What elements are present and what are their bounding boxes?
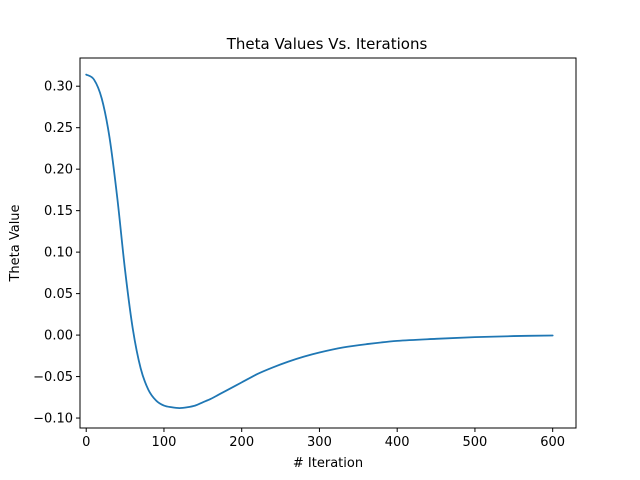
- axes-frame: [79, 57, 577, 429]
- x-axis-label: # Iteration: [293, 456, 363, 471]
- x-tick-label: 500: [463, 435, 488, 450]
- x-tick-label: 400: [385, 435, 410, 450]
- x-axis: 0 100 200 300 400 500 600: [82, 428, 565, 450]
- x-tick-label: 0: [82, 435, 90, 450]
- y-tick-label: 0.15: [44, 204, 73, 219]
- y-tick-label: 0.20: [44, 163, 73, 178]
- y-tick-label: −0.10: [33, 412, 73, 427]
- y-tick-label: 0.10: [44, 246, 73, 261]
- x-tick-label: 600: [540, 435, 565, 450]
- plot-area: [85, 73, 554, 409]
- y-tick-label: −0.05: [33, 370, 73, 385]
- y-tick-label: 0.05: [44, 287, 73, 302]
- x-tick-label: 200: [229, 435, 254, 450]
- x-tick-label: 100: [152, 435, 177, 450]
- chart-title: Theta Values Vs. Iterations: [226, 35, 428, 53]
- y-tick-label: 0.30: [44, 80, 73, 95]
- y-tick-label: 0.00: [44, 329, 73, 344]
- y-axis: −0.10 −0.05 0.00 0.05 0.10 0.15 0.20 0.25 0.30: [33, 80, 80, 427]
- x-tick-label: 300: [307, 435, 332, 450]
- y-tick-label: 0.25: [44, 121, 73, 136]
- y-axis-label: Theta Value: [8, 204, 23, 282]
- series-line: [85, 73, 554, 409]
